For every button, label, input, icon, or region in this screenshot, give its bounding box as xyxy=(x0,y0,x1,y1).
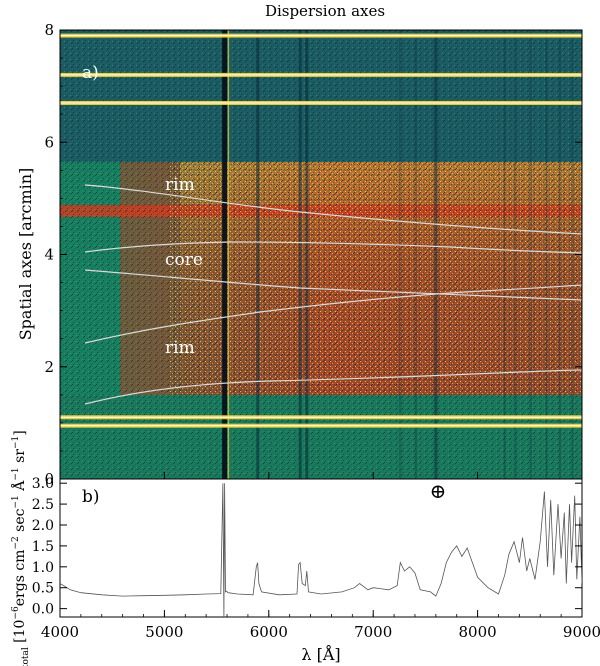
faint-sky-column xyxy=(571,30,574,479)
contour-core-lower xyxy=(84,269,582,301)
panel-b-y-tick-label: 1.0 xyxy=(32,560,54,576)
panel-b-y-tick-label: 0.0 xyxy=(32,602,54,618)
contour-rim-upper xyxy=(84,184,582,235)
sky-line-column xyxy=(256,30,260,479)
faint-sky-column xyxy=(503,30,506,479)
region-label-rim-lower: rim xyxy=(165,338,195,358)
panel-a-spectrum-image: a) rim core rim xyxy=(60,30,582,479)
sky-line-columns xyxy=(222,30,574,479)
panel-b-x-tick-label: 9000 xyxy=(563,623,600,641)
faint-sky-column xyxy=(514,30,517,479)
panel-a-speckle-hot xyxy=(170,162,582,395)
bright-band-core xyxy=(60,74,582,76)
figure-title: Dispersion axes xyxy=(265,2,385,20)
panel-a-y-tick-label: 4 xyxy=(44,246,54,264)
sky-line-edge xyxy=(227,30,230,479)
sky-line-column xyxy=(222,30,228,479)
bright-band-core xyxy=(60,416,582,418)
panel-b-x-tick-label: 4000 xyxy=(41,623,79,641)
region-label-rim-upper: rim xyxy=(165,175,195,195)
panel-b-axes: 0.0 0.5 1.0 1.5 2.0 2.5 3.0 4000 5000 6000 7000 800… xyxy=(32,472,600,641)
panel-b-y-tick-label: 3.0 xyxy=(32,476,54,492)
faint-sky-column xyxy=(399,30,402,479)
telluric-symbol: ⊕ xyxy=(430,479,447,503)
panel-b-x-tick-label: 5000 xyxy=(145,623,183,641)
faint-sky-column xyxy=(529,30,532,479)
sky-line-column xyxy=(434,30,438,479)
sky-line-column xyxy=(305,30,309,479)
spectrum-line xyxy=(60,483,582,617)
sky-line-column xyxy=(298,30,302,479)
panel-a-y-tick-label: 6 xyxy=(44,133,54,151)
panel-b-y-tick-label: 2.0 xyxy=(32,518,54,534)
panel-a-y-tick-label: 8 xyxy=(44,21,54,39)
faint-sky-column xyxy=(559,30,562,479)
panel-b-x-tick-label: 6000 xyxy=(250,623,288,641)
panel-a-label: a) xyxy=(82,63,99,83)
contour-rim-lower xyxy=(84,369,582,405)
panel-b-y-tick-label: 0.5 xyxy=(32,581,54,597)
panel-b-frame xyxy=(59,478,583,618)
faint-sky-column xyxy=(414,30,417,479)
bright-band-core xyxy=(60,102,582,104)
panel-b-y-tick-label: 1.5 xyxy=(32,539,54,555)
contour-rim-mid xyxy=(84,284,582,344)
contour-lines xyxy=(84,184,582,405)
panel-b-label: b) xyxy=(82,487,100,507)
bright-band-core xyxy=(60,425,582,427)
region-label-core: core xyxy=(165,250,203,270)
panel-b-x-tick-label: 8000 xyxy=(459,623,497,641)
bright-band-core xyxy=(60,35,582,37)
bright-horizontal-bands xyxy=(60,33,582,428)
panel-a-y-label: Spatial axes [arcmin] xyxy=(16,168,35,341)
panel-a-y-tick-label: 2 xyxy=(44,358,54,376)
panel-b-y-tick-label: 2.5 xyxy=(32,497,54,513)
contour-core-upper xyxy=(84,241,582,254)
panel-b-x-label: λ [Å] xyxy=(301,644,340,664)
panel-a-y-tick-label: 0 xyxy=(44,470,54,488)
panel-b-y-label: Itotal [10−6ergs cm−2 sec−1 Å−1 sr−1] xyxy=(10,430,31,666)
panel-b-x-tick-label: 7000 xyxy=(354,623,392,641)
faint-sky-column xyxy=(545,30,548,479)
